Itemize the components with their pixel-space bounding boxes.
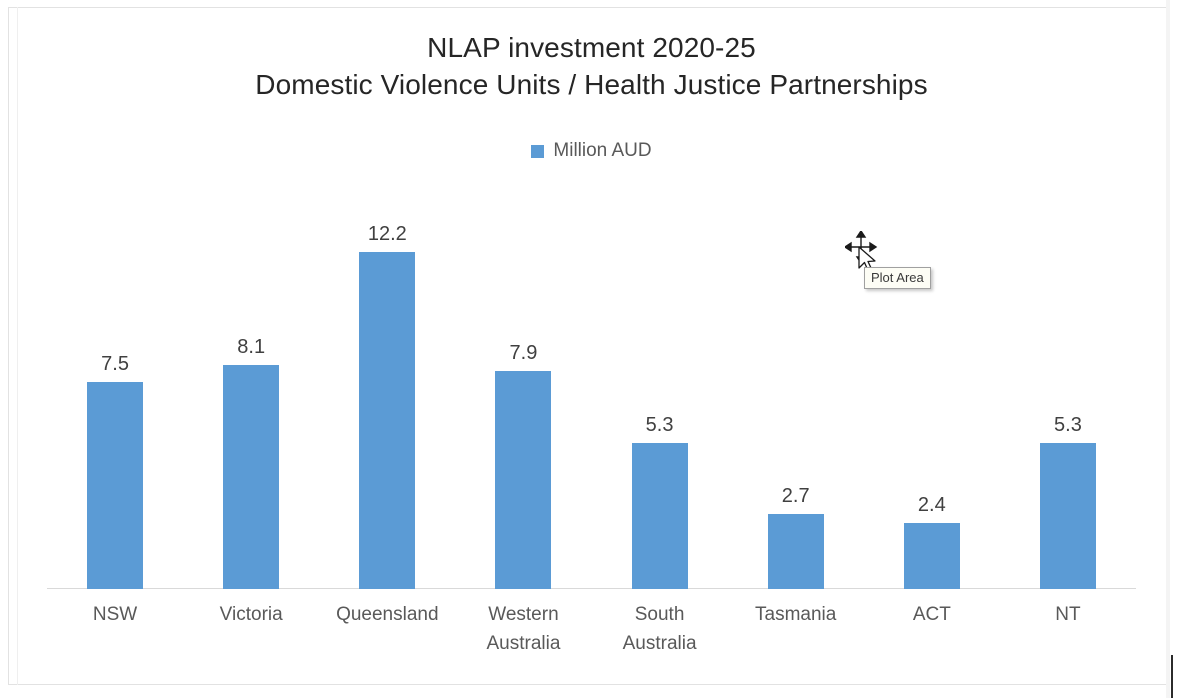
legend-square-icon	[531, 144, 545, 158]
bar-value-label: 7.5	[101, 352, 129, 375]
category-label-nsw: NSW	[47, 600, 183, 629]
category-axis-labels[interactable]: NSW Victoria Queensland Western Australia Sou…	[47, 600, 1136, 680]
bar-rect[interactable]	[359, 252, 416, 589]
category-label-line: ACT	[912, 604, 951, 625]
bar-victoria[interactable]: 8.1	[183, 185, 319, 589]
bar-south-australia[interactable]: 5.3	[592, 185, 728, 589]
bar-value-label: 5.3	[1054, 413, 1082, 436]
bar-value-label: 5.3	[645, 413, 674, 436]
category-label-tasmania: Tasmania	[728, 600, 864, 629]
plot-area-tooltip: Plot Area	[864, 267, 931, 289]
category-label-line: Australia	[622, 633, 697, 654]
bar-tasmania[interactable]: 2.7	[728, 185, 864, 589]
window-right-edge	[1166, 0, 1170, 698]
category-label-western-australia: Western Australia	[455, 600, 591, 658]
chart-legend[interactable]: Million AUD	[0, 140, 1183, 162]
bar-value-label: 12.2	[367, 223, 407, 245]
bar-western-australia[interactable]: 7.9	[455, 185, 591, 589]
bar-nt[interactable]: 5.3	[1000, 185, 1136, 589]
bar-value-label: 2.7	[781, 485, 810, 508]
bar-series-million-aud[interactable]: 7.5 8.1 12.2 7.9 5.3 2.7 2.4 5.3	[47, 185, 1136, 589]
category-label-nt: NT	[1000, 600, 1136, 629]
chart-title[interactable]: NLAP investment 2020-25 Domestic Violenc…	[0, 30, 1183, 103]
category-label-line: NT	[1055, 604, 1081, 625]
category-label-queensland: Queensland	[319, 600, 455, 629]
bar-rect[interactable]	[1039, 442, 1096, 589]
category-label-victoria: Victoria	[183, 600, 319, 629]
category-label-act: ACT	[864, 600, 1000, 629]
bar-value-label: 2.4	[917, 493, 946, 516]
chart-title-line-2: Domestic Violence Units / Health Justice…	[255, 69, 928, 100]
legend-entry-million-aud[interactable]: Million AUD	[531, 140, 652, 162]
bar-rect[interactable]	[87, 381, 144, 589]
tooltip-text: Plot Area	[871, 270, 924, 285]
bar-rect[interactable]	[767, 514, 824, 589]
bar-act[interactable]: 2.4	[864, 185, 1000, 589]
bar-rect[interactable]	[631, 442, 688, 589]
category-label-line: Western	[488, 604, 559, 625]
window-scroll-edge	[1171, 655, 1173, 698]
bar-rect[interactable]	[223, 365, 280, 589]
category-label-line: Australia	[486, 633, 561, 654]
category-label-line: Victoria	[219, 604, 283, 625]
category-label-line: South	[634, 604, 685, 625]
bar-rect[interactable]	[903, 522, 960, 589]
category-label-south-australia: South Australia	[592, 600, 728, 658]
category-axis-line	[47, 588, 1136, 589]
legend-entry-label: Million AUD	[553, 140, 652, 161]
chart-title-line-1: NLAP investment 2020-25	[427, 32, 756, 63]
bar-nsw[interactable]: 7.5	[47, 185, 183, 589]
bar-rect[interactable]	[495, 370, 552, 589]
category-label-line: Queensland	[336, 604, 439, 625]
category-label-line: Tasmania	[755, 604, 837, 625]
category-label-line: NSW	[92, 604, 138, 625]
chart-frame-inner-rule	[17, 7, 18, 685]
bar-value-label: 7.9	[509, 341, 538, 364]
bar-queensland[interactable]: 12.2	[319, 185, 455, 589]
bar-value-label: 8.1	[237, 336, 266, 359]
